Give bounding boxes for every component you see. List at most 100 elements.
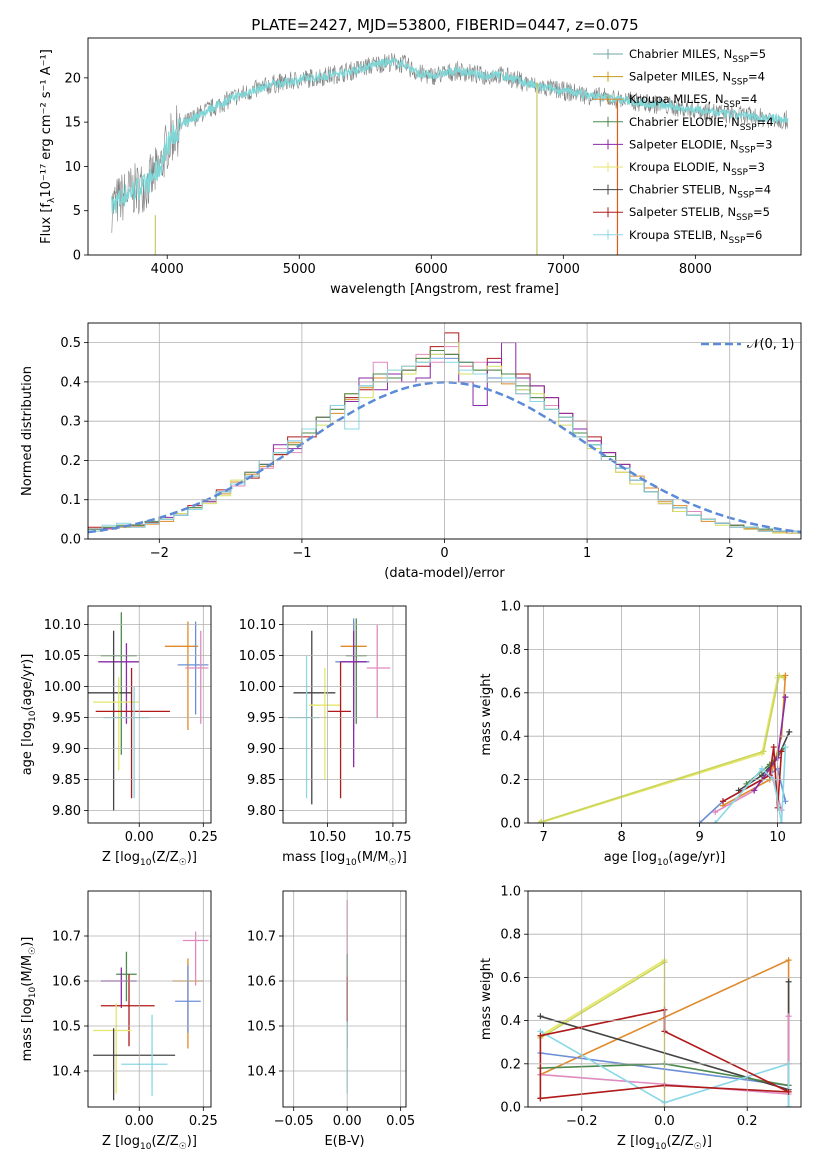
label-part: =3 [756,137,773,151]
label-part: (age/yr)] [668,850,725,865]
y-tick-label: 15 [64,116,81,131]
label-part: ☉ [389,858,397,868]
y-tick-label: 9.85 [247,773,276,788]
legend-entry: Chabrier MILES, NSSP=5 [629,47,766,65]
axes-frame [527,605,802,824]
label-part: Kroupa MILES, N [629,92,724,106]
y-tick-label: 10.7 [247,930,276,945]
label-part: SSP [739,145,756,155]
legend-entry: Salpeter ELODIE, NSSP=3 [629,137,772,155]
plot-area-spectrum [111,52,789,255]
y-tick-label: 9.80 [52,804,81,819]
panel-massweight-vs-z: −0.2 0.0 0.2 0.0 0.2 0.4 0.6 0.8 1.0 Z [log10(Z/Z… [479,885,802,1152]
y-tick-label: 10.7 [52,930,81,945]
x-tick-label: 8000 [679,262,712,277]
y-tick-label: 0.6 [500,686,521,701]
x-tick-label: 0.25 [189,1114,218,1129]
label-part: SSP [724,100,741,110]
x-tick-label: 10.50 [309,830,346,845]
panel-mass-vs-ebv: −0.05 0.00 0.05 10.4 10.5 10.6 10.7 E(B-V) [247,890,415,1149]
y-tick-label: 0.5 [60,336,81,351]
x-tick-label: 0.00 [333,1114,362,1129]
weight-point-marker [751,787,758,794]
label-part: )] [187,1134,197,1149]
panel-spectrum: 4000 5000 6000 7000 8000 0 5 10 15 20 Chabrier MIL… [39,37,802,297]
weight-point-marker [786,728,793,735]
weight-series-line [540,1030,790,1107]
x-axis-label: age [log10(age/yr)] [604,850,726,868]
y-tick-label: 0.0 [60,533,81,548]
label-part: Salpeter MILES, N [629,70,731,84]
y-tick-label: 10.10 [239,618,276,633]
y-axis-label: mass [log10(M/M☉)] [20,937,38,1062]
label-part: (M/M [20,955,35,987]
label-part: 10 [345,858,357,868]
label-part: (age/yr)] [20,654,35,711]
weight-point-marker [782,672,789,679]
label-part: 10⁻¹⁷ erg cm⁻² s⁻¹ A⁻¹] [39,49,54,198]
label-part: Salpeter ELODIE, N [629,137,739,151]
weight-point-marker [785,1104,792,1107]
legend-entry: Salpeter MILES, NSSP=4 [629,70,765,88]
y-tick-label: 9.95 [52,711,81,726]
weight-series-line [539,674,786,823]
weight-point-marker [720,798,726,805]
y-tick-label: 10.6 [52,975,81,990]
axes-frame [87,605,212,824]
y-tick-label: 1.0 [500,885,521,900]
label-part: =4 [757,115,774,129]
label-part: ☉ [694,1142,702,1152]
x-tick-label: 8 [617,830,625,845]
weight-point-marker [782,744,789,751]
x-tick-label: 9 [695,830,703,845]
label-part: 10 [28,710,38,722]
y-tick-label: 0.0 [500,1101,521,1116]
label-part: Kroupa ELODIE, N [629,160,731,174]
y-tick-label: 10.00 [44,680,81,695]
plot-area-age-vs-mass [288,618,391,805]
weight-point-marker [759,765,765,772]
axes-frame [282,605,407,824]
weight-point-marker [760,748,767,755]
panel-age-vs-z: 0.00 0.25 9.80 9.85 9.90 9.95 10.00 10.05 10.10 Z… [20,605,218,868]
x-tick-label: 5000 [283,262,316,277]
y-tick-label: 0.0 [500,817,521,832]
legend-entry: 𝒩(0, 1) [747,337,794,352]
weight-point-marker [785,957,792,964]
label-part: SSP [729,236,746,246]
label-part: SSP [740,123,757,133]
label-part: Flux [f [39,203,54,244]
x-tick-label: 0.05 [386,1114,415,1129]
label-part: =5 [753,205,770,219]
panel-age-vs-mass: 10.50 10.75 9.80 9.85 9.90 9.95 10.00 10.05 10.1… [239,605,412,868]
y-tick-label: 0.8 [500,643,521,658]
label-part: =4 [740,92,757,106]
axes-frame [87,37,802,256]
y-tick-label: 0.4 [60,375,81,390]
y-tick-label: 10.10 [44,618,81,633]
y-tick-label: 9.80 [247,804,276,819]
label-part: Chabrier STELIB, N [629,183,737,197]
label-part: =4 [748,70,765,84]
weight-point-marker [712,820,719,823]
label-part: 10 [140,858,152,868]
x-tick-label: 0.2 [737,1114,758,1129]
x-tick-label: −2 [150,546,169,561]
x-tick-label: 10 [769,830,786,845]
plot-area-mass-vs-z [93,931,209,1101]
label-part: mass [log [282,850,345,865]
label-part: 10 [655,1142,667,1152]
figure-title: PLATE=2427, MJD=53800, FIBERID=0447, z=0… [251,16,638,34]
x-axis-label: wavelength [Angstrom, rest frame] [330,282,559,297]
label-part: (Z/Z [151,850,178,865]
y-tick-label: 1.0 [500,600,521,615]
legend-entry: Chabrier ELODIE, NSSP=4 [629,115,774,133]
label-part: )] [702,1134,712,1149]
x-tick-label: 0.25 [189,830,218,845]
label-part: SSP [731,168,748,178]
x-tick-label: 0.0 [654,1114,675,1129]
label-part: =4 [754,183,771,197]
weight-point-marker [776,672,783,679]
y-tick-label: 10.00 [239,680,276,695]
